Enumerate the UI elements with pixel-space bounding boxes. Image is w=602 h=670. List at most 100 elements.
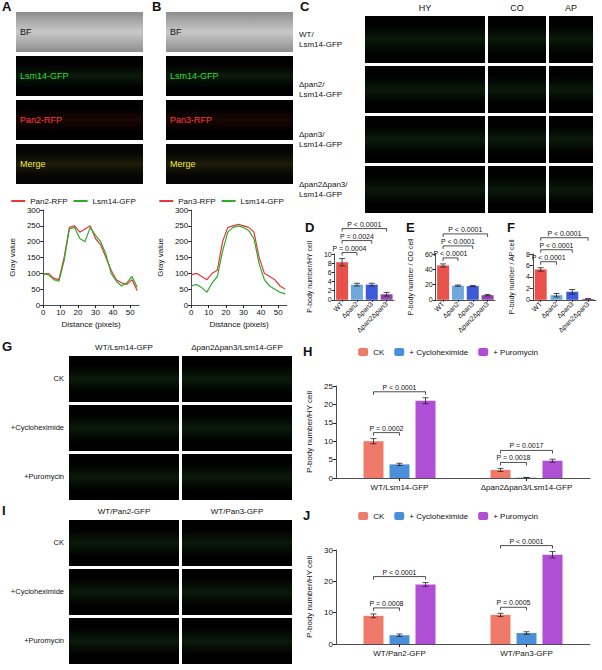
svg-text:20: 20	[425, 281, 433, 288]
svg-text:30: 30	[239, 308, 248, 317]
svg-text:Δpan2Δpan3: Δpan2Δpan3	[457, 300, 491, 334]
svg-text:P = 0.0004: P = 0.0004	[333, 245, 367, 252]
svg-text:P-body number/HY cell: P-body number/HY cell	[306, 241, 314, 313]
svg-text:Pan2-RFP: Pan2-RFP	[30, 197, 67, 206]
svg-text:Δpan2Δpan3/Lsm14-GFP: Δpan2Δpan3/Lsm14-GFP	[481, 483, 573, 492]
svg-text:0: 0	[329, 640, 334, 649]
svg-text:50: 50	[179, 285, 188, 294]
svg-text:P = 0.0008: P = 0.0008	[370, 600, 404, 607]
svg-text:WT/Lsm14-GFP: WT/Lsm14-GFP	[371, 483, 429, 492]
svg-text:150: 150	[175, 253, 189, 262]
html-text:WT/ Lsm14-GFP: WT/ Lsm14-GFP	[299, 29, 343, 49]
svg-text:P-body number / AP cell: P-body number / AP cell	[508, 239, 516, 314]
svg-text:P < 0.0001: P < 0.0001	[532, 254, 566, 261]
svg-text:2: 2	[526, 285, 530, 292]
svg-text:15: 15	[324, 418, 333, 427]
svg-text:20: 20	[324, 577, 333, 586]
svg-text:F: F	[507, 220, 515, 235]
svg-text:10: 10	[56, 308, 65, 317]
svg-text:10: 10	[324, 437, 333, 446]
svg-text:6: 6	[328, 269, 332, 276]
svg-text:P = 0.0002: P = 0.0002	[370, 425, 404, 432]
svg-text:200: 200	[27, 237, 41, 246]
svg-text:250: 250	[27, 221, 41, 230]
svg-text:40: 40	[425, 266, 433, 273]
svg-text:P < 0.0001: P < 0.0001	[383, 569, 417, 576]
svg-text:4: 4	[526, 273, 530, 280]
svg-text:CK: CK	[373, 348, 385, 357]
svg-text:150: 150	[27, 253, 41, 262]
svg-text:40: 40	[256, 308, 265, 317]
svg-text:50: 50	[274, 308, 283, 317]
svg-text:5: 5	[329, 455, 334, 464]
svg-text:0: 0	[328, 296, 332, 303]
svg-text:50: 50	[31, 285, 40, 294]
svg-text:0: 0	[41, 308, 46, 317]
svg-text:30: 30	[91, 308, 100, 317]
svg-text:Distance (pixels): Distance (pixels)	[210, 320, 269, 329]
svg-text:200: 200	[175, 237, 189, 246]
svg-text:P = 0.0005: P = 0.0005	[497, 599, 531, 606]
svg-text:WT/Pan3-GFP: WT/Pan3-GFP	[500, 649, 552, 658]
svg-text:P-body number/HY cell: P-body number/HY cell	[305, 391, 314, 473]
svg-text:P = 0.0018: P = 0.0018	[497, 454, 531, 461]
svg-text:+ Puromycin: + Puromycin	[493, 348, 538, 357]
svg-text:Lsm14-GFP: Lsm14-GFP	[241, 197, 284, 206]
svg-text:+ Cycloheximide: + Cycloheximide	[409, 348, 468, 357]
svg-text:6: 6	[526, 262, 530, 269]
svg-text:8: 8	[526, 251, 530, 258]
svg-text:P < 0.0001: P < 0.0001	[510, 538, 544, 545]
svg-text:P < 0.0001: P < 0.0001	[547, 230, 581, 237]
svg-text:D: D	[305, 220, 314, 235]
svg-text:20: 20	[222, 308, 231, 317]
svg-text:WT/Pan2-GFP: WT/Pan2-GFP	[373, 649, 425, 658]
svg-text:0: 0	[526, 296, 530, 303]
svg-text:WT: WT	[531, 300, 544, 313]
svg-text:H: H	[303, 344, 312, 359]
svg-text:Δpan2Δpan3: Δpan2Δpan3	[557, 300, 591, 334]
svg-text:Δpan2: Δpan2	[540, 300, 560, 320]
svg-text:10: 10	[324, 251, 332, 258]
svg-text:50: 50	[126, 308, 135, 317]
svg-text:P < 0.0001: P < 0.0001	[448, 226, 482, 233]
svg-text:2: 2	[328, 287, 332, 294]
svg-text:20: 20	[324, 400, 333, 409]
svg-text:250: 250	[175, 221, 189, 230]
svg-text:40: 40	[108, 308, 117, 317]
svg-text:0: 0	[429, 296, 433, 303]
svg-text:J: J	[303, 508, 310, 523]
svg-text:P < 0.0001: P < 0.0001	[347, 221, 381, 228]
svg-text:P = 0.0024: P = 0.0024	[340, 233, 374, 240]
svg-text:P < 0.0001: P < 0.0001	[441, 238, 475, 245]
svg-text:+ Cycloheximide: + Cycloheximide	[409, 512, 468, 521]
svg-text:Pan3-RFP: Pan3-RFP	[178, 197, 215, 206]
svg-text:300: 300	[175, 206, 189, 215]
svg-text:P-body number / CO cell: P-body number / CO cell	[407, 238, 415, 315]
svg-text:P < 0.0001: P < 0.0001	[540, 242, 574, 249]
svg-text:30: 30	[324, 546, 333, 555]
svg-text:P = 0.0017: P = 0.0017	[510, 442, 544, 449]
svg-text:E: E	[406, 220, 415, 235]
svg-text:Gray value: Gray value	[156, 238, 165, 277]
svg-text:4: 4	[328, 278, 332, 285]
svg-text:Lsm14-GFP: Lsm14-GFP	[93, 197, 136, 206]
svg-text:8: 8	[328, 260, 332, 267]
svg-text:Distance (pixels): Distance (pixels)	[62, 320, 121, 329]
svg-text:P < 0.0001: P < 0.0001	[383, 384, 417, 391]
svg-text:0: 0	[329, 474, 334, 483]
svg-text:CK: CK	[373, 512, 385, 521]
svg-text:25: 25	[324, 382, 333, 391]
svg-text:100: 100	[175, 269, 189, 278]
svg-text:Gray value: Gray value	[8, 238, 17, 277]
svg-text:10: 10	[204, 308, 213, 317]
svg-text:+ Puromycin: + Puromycin	[493, 512, 538, 521]
svg-text:60: 60	[425, 251, 433, 258]
svg-text:Δpan2Δpan3: Δpan2Δpan3	[356, 300, 390, 334]
svg-text:0: 0	[189, 308, 194, 317]
svg-text:300: 300	[27, 206, 41, 215]
svg-text:100: 100	[27, 269, 41, 278]
svg-text:P < 0.0001: P < 0.0001	[434, 250, 468, 257]
svg-text:20: 20	[74, 308, 83, 317]
svg-text:P-body number/HY cell: P-body number/HY cell	[305, 556, 314, 638]
svg-text:10: 10	[324, 608, 333, 617]
